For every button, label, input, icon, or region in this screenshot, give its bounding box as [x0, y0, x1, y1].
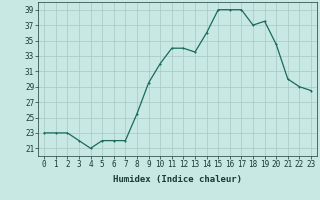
X-axis label: Humidex (Indice chaleur): Humidex (Indice chaleur) [113, 175, 242, 184]
